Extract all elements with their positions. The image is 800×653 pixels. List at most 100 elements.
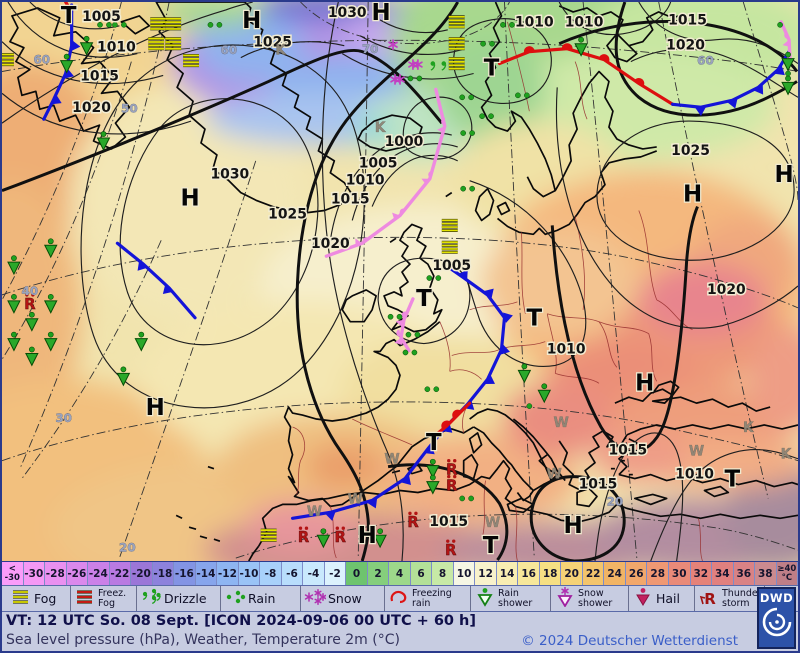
occluded-front [394,297,415,353]
warm-front [434,401,472,437]
legend-label: Hail [656,591,681,606]
shower-symbol [316,528,331,549]
fog-symbol [2,53,14,67]
isobar-label: 1005 [432,258,471,274]
scale-cell: -18 [152,562,175,585]
isobar-label: 1030 [328,5,367,21]
dot2-symbol [405,331,421,338]
airmass-label: W [689,444,704,460]
airmass-label: W [485,515,500,531]
shower-symbol [43,238,58,259]
dwd-logo-text: DWD [759,591,794,605]
legend-label: Freez. Fog [98,587,127,609]
isobar-label: 1015 [331,191,370,207]
low-pressure-label: T [483,533,499,559]
scale-cell: -4 [303,562,325,585]
airmass-label: K [781,447,793,463]
airmass-label: W [547,467,562,483]
legend-label: Fog [34,591,57,606]
shower-symbol [7,294,21,314]
scale-cell: -2 [324,562,347,585]
occluded-front [324,87,447,258]
scale-cell: 36 [733,562,756,585]
scale-cell: -22 [109,562,132,585]
shower-symbol [517,363,532,384]
fog-symbol [260,528,277,542]
graticule-label: 20 [607,495,624,509]
snow-symbol [413,59,423,70]
scale-cell: < -30 [2,562,24,585]
low-pressure-label: T [61,3,77,29]
dot2-symbol [515,92,530,99]
subtitle-line: Sea level pressure (hPa), Weather, Tempe… [2,631,798,651]
airmass-label: K [743,420,755,436]
shower-symbol [59,53,74,74]
rain-shower-icon [474,587,496,611]
low-pressure-label: T [527,306,543,332]
dot-symbol [526,403,533,409]
legend-item-snow-shower: Snow shower [551,586,629,611]
isobar-label: 1025 [268,206,307,222]
scale-cell: 12 [475,562,497,585]
svg-text:R: R [446,477,458,495]
scale-cell: -10 [238,562,261,585]
low-pressure-label: T [416,286,432,312]
airmass-label: W [307,504,322,520]
scale-cell: 34 [712,562,734,585]
rain-icon [224,587,246,611]
airmass-label: K [275,43,287,59]
isobar-label: 1010 [675,467,714,483]
dot-symbol [785,70,791,77]
isobar-label: 1015 [80,68,119,84]
thunderstorm-icon: R [698,587,720,611]
scale-cell: 24 [604,562,626,585]
isobar-label: 1005 [359,156,398,172]
legend-label: Thunder storm [722,587,762,609]
shower-symbol [574,36,588,57]
legend-label: Rain [248,591,276,606]
drizzle-symbol [430,61,436,71]
fog-icon [10,587,32,611]
fog-symbol [448,15,465,29]
shower-symbol [43,294,58,314]
hail-icon [632,587,654,611]
warm-front [497,43,675,106]
legend-item-freezing-rain: Freezing rain [385,586,471,611]
map-labels-layer: 1005101010151020103010251030102510201015… [21,2,795,560]
legend-item-snow: Snow [301,586,385,611]
snow-symbol [395,74,405,85]
fog-symbol [441,240,458,254]
cold-front [671,50,791,116]
freezing-rain-icon [388,587,410,611]
scale-cell: -14 [195,562,218,585]
legend-bar: Fog Freez. Fog Drizzle Rain Snow Freezing rain R… [2,585,798,611]
dot2-symbol [460,185,475,192]
scale-cell: -8 [260,562,282,585]
cold-front [115,241,197,320]
svg-text:R: R [445,541,457,559]
dot2-symbol [207,22,223,28]
dot2-symbol [459,94,474,101]
svg-text:R: R [24,295,36,313]
dot2-symbol [460,130,475,136]
isobar-label: 1015 [608,443,647,459]
isobar-label: 1025 [671,143,710,159]
isobar-label: 1020 [707,282,746,298]
scale-cell: 18 [539,562,562,585]
dot2-symbol [402,349,418,356]
dot2-symbol [426,275,442,281]
scale-cell: 6 [410,562,433,585]
airmass-label: K [375,120,387,136]
legend-label: Rain shower [498,587,533,609]
fog-symbol [183,54,200,68]
scale-cell: 4 [389,562,411,585]
drizzle-symbol [441,61,447,71]
legend-item-freezing-fog: Freez. Fog [71,586,137,611]
legend-label: Snow shower [578,587,613,609]
legend-label: Freezing rain [412,587,452,609]
low-pressure-label: T [426,430,442,456]
fog-symbol [165,17,182,31]
scale-cell: 30 [668,562,691,585]
